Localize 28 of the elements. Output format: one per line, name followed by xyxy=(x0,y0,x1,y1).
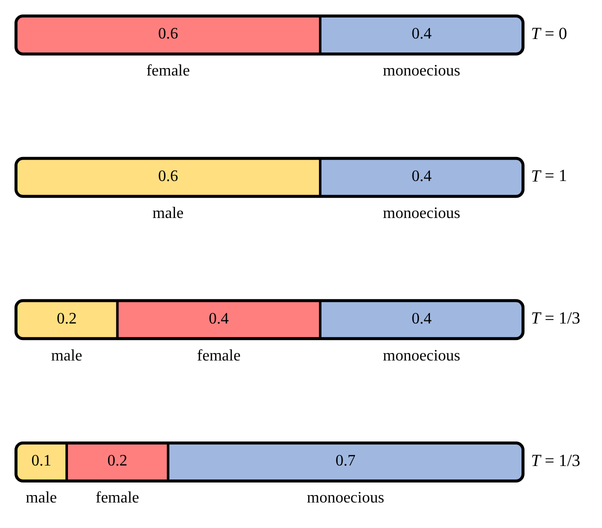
data-label: 0.2 xyxy=(56,310,77,328)
y-tick-label: T = 1/3 xyxy=(531,450,580,470)
bar xyxy=(16,158,320,196)
text: female xyxy=(96,490,140,507)
series-label: male xyxy=(152,205,184,222)
y-tick-label: T = 0 xyxy=(531,24,568,43)
bar xyxy=(320,158,523,196)
y-tick-label: T = 1 xyxy=(531,166,568,186)
data-label: 0.7 xyxy=(336,452,356,470)
text: female xyxy=(197,347,241,364)
data-label: 0.4 xyxy=(412,168,432,186)
bar xyxy=(117,300,320,339)
text: monoecious xyxy=(382,62,460,80)
data-label: 0.4 xyxy=(208,310,229,328)
text: monoecious xyxy=(306,490,384,507)
data-label: 0.2 xyxy=(107,452,128,470)
y-tick-label: T = 1/3 xyxy=(531,308,580,328)
data-label: 0.4 xyxy=(412,310,432,328)
text: male xyxy=(26,490,57,507)
data-label: 0.1 xyxy=(31,452,52,470)
bar xyxy=(320,300,523,339)
data-label: 0.4 xyxy=(412,26,432,43)
text: monoecious xyxy=(382,347,460,364)
data-label: 0.6 xyxy=(158,26,178,43)
series-label: female xyxy=(146,62,190,80)
data-label: 0.6 xyxy=(158,168,178,186)
text: male xyxy=(51,347,82,364)
series-label: monoecious xyxy=(382,205,460,222)
